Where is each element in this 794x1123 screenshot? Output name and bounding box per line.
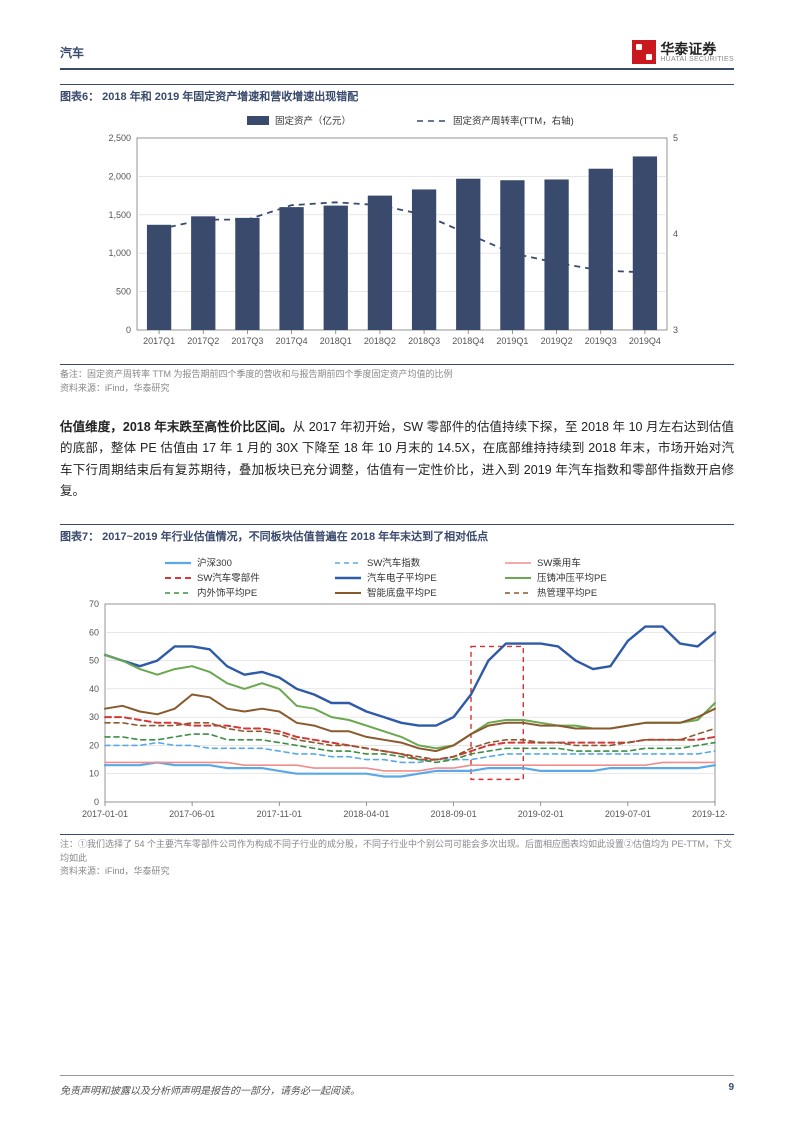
svg-text:500: 500 xyxy=(116,287,131,297)
header-rule xyxy=(60,68,734,70)
chart7: 0 10 20 30 40 50 60 70 2017-01-01 2017-06-01 2017-… xyxy=(60,550,734,830)
svg-text:SW汽车零部件: SW汽车零部件 xyxy=(197,572,260,584)
svg-text:50: 50 xyxy=(89,656,99,666)
svg-text:SW乘用车: SW乘用车 xyxy=(537,557,581,569)
svg-text:5: 5 xyxy=(673,133,678,143)
svg-text:2019-07-01: 2019-07-01 xyxy=(605,809,651,819)
chart7-note2: 资料来源：iFind，华泰研究 xyxy=(60,865,734,879)
page-header: 汽车 华泰证券 HUATAI SECURITIES xyxy=(60,40,734,64)
svg-text:固定资产周转率(TTM，右轴): 固定资产周转率(TTM，右轴) xyxy=(453,115,574,127)
svg-text:1,000: 1,000 xyxy=(108,248,131,258)
svg-text:20: 20 xyxy=(89,740,99,750)
svg-text:3: 3 xyxy=(673,325,678,335)
chart7-note1: 注：①我们选择了 54 个主要汽车零部件公司作为构成不同子行业的成分股，不同子行… xyxy=(60,838,734,865)
chart7-title: 图表7： 2017~2019 年行业估值情况，不同板块估值普遍在 2018 年年… xyxy=(60,531,488,543)
svg-text:2018Q3: 2018Q3 xyxy=(408,336,440,346)
svg-text:2018Q4: 2018Q4 xyxy=(452,336,484,346)
svg-text:2,000: 2,000 xyxy=(108,171,131,181)
logo-icon xyxy=(632,40,656,64)
paragraph-lead: 估值维度，2018 年末跌至高性价比区间。 xyxy=(60,420,293,434)
brand-logo: 华泰证券 HUATAI SECURITIES xyxy=(632,40,734,64)
svg-text:智能底盘平均PE: 智能底盘平均PE xyxy=(367,587,437,599)
svg-text:2018-04-01: 2018-04-01 xyxy=(343,809,389,819)
svg-text:40: 40 xyxy=(89,684,99,694)
chart6: 0 500 1,000 1,500 2,000 2,500 3 4 5 2017Q1 2017Q2 2… xyxy=(60,110,734,360)
svg-text:2019Q3: 2019Q3 xyxy=(585,336,617,346)
svg-text:2018-09-01: 2018-09-01 xyxy=(431,809,477,819)
svg-text:4: 4 xyxy=(673,229,678,239)
brand-sub: HUATAI SECURITIES xyxy=(660,56,734,63)
svg-text:沪深300: 沪深300 xyxy=(197,557,232,569)
svg-text:0: 0 xyxy=(94,797,99,807)
svg-text:1,500: 1,500 xyxy=(108,210,131,220)
svg-text:2017Q3: 2017Q3 xyxy=(231,336,263,346)
svg-text:10: 10 xyxy=(89,769,99,779)
page-number: 9 xyxy=(728,1082,734,1097)
svg-text:汽车电子平均PE: 汽车电子平均PE xyxy=(367,572,437,584)
chart6-title-row: 图表6： 2018 年和 2019 年固定资产增速和营收增速出现错配 xyxy=(60,84,734,104)
svg-text:2017Q2: 2017Q2 xyxy=(187,336,219,346)
svg-text:固定资产（亿元）: 固定资产（亿元） xyxy=(275,115,351,127)
chart6-notes: 备注：固定资产周转率 TTM 为报告期前四个季度的营收和与报告期前四个季度固定资… xyxy=(60,364,734,395)
body-paragraph: 估值维度，2018 年末跌至高性价比区间。从 2017 年初开始，SW 零部件的… xyxy=(60,417,734,502)
chart6-note1: 备注：固定资产周转率 TTM 为报告期前四个季度的营收和与报告期前四个季度固定资… xyxy=(60,368,734,382)
chart7-notes: 注：①我们选择了 54 个主要汽车零部件公司作为构成不同子行业的成分股，不同子行… xyxy=(60,834,734,879)
svg-text:2017Q1: 2017Q1 xyxy=(143,336,175,346)
svg-text:2,500: 2,500 xyxy=(108,133,131,143)
svg-text:2017-01-01: 2017-01-01 xyxy=(82,809,128,819)
svg-text:2019-12-01: 2019-12-01 xyxy=(692,809,727,819)
svg-text:SW汽车指数: SW汽车指数 xyxy=(367,557,421,569)
svg-text:2018Q1: 2018Q1 xyxy=(320,336,352,346)
svg-text:30: 30 xyxy=(89,712,99,722)
page-footer: 免责声明和披露以及分析师声明是报告的一部分，请务必一起阅读。 9 xyxy=(60,1075,734,1097)
chart6-note2: 资料来源：iFind，华泰研究 xyxy=(60,382,734,396)
svg-text:0: 0 xyxy=(126,325,131,335)
svg-text:热管理平均PE: 热管理平均PE xyxy=(537,587,597,599)
svg-text:2019-02-01: 2019-02-01 xyxy=(518,809,564,819)
category-label: 汽车 xyxy=(60,44,84,61)
svg-text:2017-06-01: 2017-06-01 xyxy=(169,809,215,819)
footer-disclaimer: 免责声明和披露以及分析师声明是报告的一部分，请务必一起阅读。 xyxy=(60,1082,360,1097)
chart7-title-row: 图表7： 2017~2019 年行业估值情况，不同板块估值普遍在 2018 年年… xyxy=(60,524,734,544)
svg-text:2017Q4: 2017Q4 xyxy=(276,336,308,346)
svg-text:内外饰平均PE: 内外饰平均PE xyxy=(197,587,257,599)
svg-text:2019Q4: 2019Q4 xyxy=(629,336,661,346)
svg-text:2019Q2: 2019Q2 xyxy=(541,336,573,346)
svg-text:60: 60 xyxy=(89,627,99,637)
svg-text:2017-11-01: 2017-11-01 xyxy=(257,809,302,819)
chart6-title: 图表6： 2018 年和 2019 年固定资产增速和营收增速出现错配 xyxy=(60,91,358,103)
svg-text:2019Q1: 2019Q1 xyxy=(496,336,528,346)
svg-text:70: 70 xyxy=(89,599,99,609)
brand-name: 华泰证券 xyxy=(660,42,734,56)
svg-text:压铸冲压平均PE: 压铸冲压平均PE xyxy=(537,572,607,584)
svg-text:2018Q2: 2018Q2 xyxy=(364,336,396,346)
